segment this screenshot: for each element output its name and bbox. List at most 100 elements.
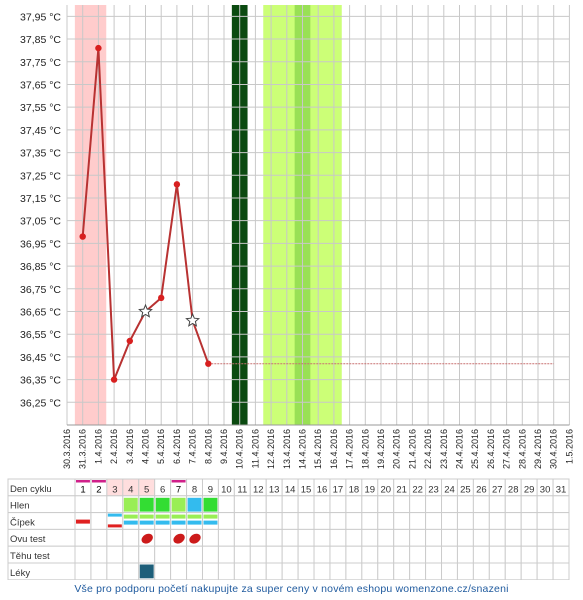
day-number: 18 (349, 484, 360, 495)
y-tick-label: 36,35 °C (20, 375, 61, 387)
footer-link[interactable]: Vše pro podporu početí nakupujte za supe… (74, 583, 509, 595)
table-cell (74, 495, 92, 514)
table-cell (90, 512, 108, 530)
y-tick-label: 37,15 °C (20, 193, 61, 205)
day-number: 16 (317, 484, 328, 495)
table-row-label: Hlen (10, 501, 30, 512)
cipek-mark (107, 524, 122, 528)
table-cell (217, 562, 235, 580)
table-cell (313, 562, 331, 580)
day-number: 1 (80, 484, 85, 495)
table-cell (456, 545, 474, 564)
table-cell (217, 512, 235, 530)
table-row-label: Těhu test (10, 551, 50, 562)
table-cell (313, 512, 331, 530)
table-cell (106, 562, 124, 580)
table-cell (393, 545, 411, 564)
table-cell (281, 562, 299, 580)
x-tick-label: 14.4.2016 (298, 429, 308, 469)
cipek-mark (187, 520, 202, 525)
cycle-table: Den cyklu Hlen Čípek Ovu test Těhu test Léky 1… (7, 478, 570, 580)
table-cell (249, 495, 267, 514)
table-cell (441, 545, 458, 564)
table-cell (456, 495, 474, 514)
table-cell (441, 528, 458, 547)
cipek-mark (155, 520, 170, 525)
table-cell (536, 495, 554, 514)
table-row-label: Léky (10, 568, 30, 579)
table-cell (552, 562, 570, 580)
day-number: 5 (144, 484, 149, 495)
day-number: 9 (208, 484, 213, 495)
table-cell (249, 562, 267, 580)
table-cell (345, 495, 363, 514)
x-tick-label: 18.4.2016 (360, 429, 370, 469)
table-cell (456, 562, 474, 580)
table-cell (265, 545, 283, 564)
table-cell (361, 562, 379, 580)
y-tick-label: 36,65 °C (20, 306, 61, 318)
cipek-mark (123, 514, 138, 519)
table-cell (249, 528, 267, 547)
table-cell (361, 495, 379, 514)
table-cell (345, 562, 363, 580)
x-tick-label: 16.4.2016 (329, 429, 339, 469)
table-cell (265, 528, 283, 547)
table-cell (313, 545, 331, 564)
x-tick-label: 3.4.2016 (125, 429, 135, 464)
day-number: 24 (444, 484, 455, 495)
day-number: 26 (476, 484, 487, 495)
hlen-mark (187, 497, 202, 512)
table-cell (409, 495, 427, 514)
table-cell (345, 528, 363, 547)
table-cell (297, 495, 315, 514)
table-cell (345, 545, 363, 564)
table-cell (361, 528, 379, 547)
day-number: 30 (540, 484, 551, 495)
x-tick-label: 12.4.2016 (266, 429, 276, 469)
table-cell (90, 562, 108, 580)
cipek-mark (171, 514, 186, 519)
period-marker (76, 480, 90, 483)
table-cell (281, 495, 299, 514)
table-cell (472, 495, 490, 514)
ovu-test-icon (173, 533, 185, 544)
table-cell (361, 512, 379, 530)
y-tick-label: 37,05 °C (20, 216, 61, 228)
table-cell (393, 512, 411, 530)
table-cell (297, 528, 315, 547)
table-cell (520, 545, 538, 564)
table-cell (393, 528, 411, 547)
day-number: 21 (396, 484, 407, 495)
y-tick-label: 37,65 °C (20, 79, 61, 91)
x-tick-label: 13.4.2016 (282, 429, 292, 469)
table-cell (233, 545, 251, 564)
x-axis-labels: 30.3.2016 31.3.2016 1.4.2016 2.4.2016 3.4.20… (62, 429, 574, 469)
x-tick-label: 30.3.2016 (62, 429, 72, 469)
cipek-mark (203, 514, 218, 519)
x-tick-label: 9.4.2016 (219, 429, 229, 464)
table-cell (217, 528, 235, 547)
table-cell (329, 562, 347, 580)
table-cell (536, 512, 554, 530)
table-cell (536, 528, 554, 547)
table-cell (313, 495, 331, 514)
hlen-mark (171, 497, 186, 512)
table-cell (313, 528, 331, 547)
table-cell (90, 545, 108, 564)
cipek-mark (139, 514, 154, 519)
table-cell (393, 562, 411, 580)
table-cell (536, 545, 554, 564)
table-cell (377, 562, 395, 580)
day-number: 3 (112, 484, 117, 495)
x-tick-label: 24.4.2016 (455, 429, 465, 469)
table-cell (329, 528, 347, 547)
table-cell (409, 545, 427, 564)
table-cell (536, 562, 554, 580)
day-number: 4 (128, 484, 133, 495)
table-cell (345, 512, 363, 530)
x-tick-label: 22.4.2016 (423, 429, 433, 469)
table-cell (329, 545, 347, 564)
table-cell (74, 562, 92, 580)
y-axis-labels: 36,25 °C 36,35 °C 36,45 °C 36,55 °C 36,65 °C… (20, 11, 61, 409)
